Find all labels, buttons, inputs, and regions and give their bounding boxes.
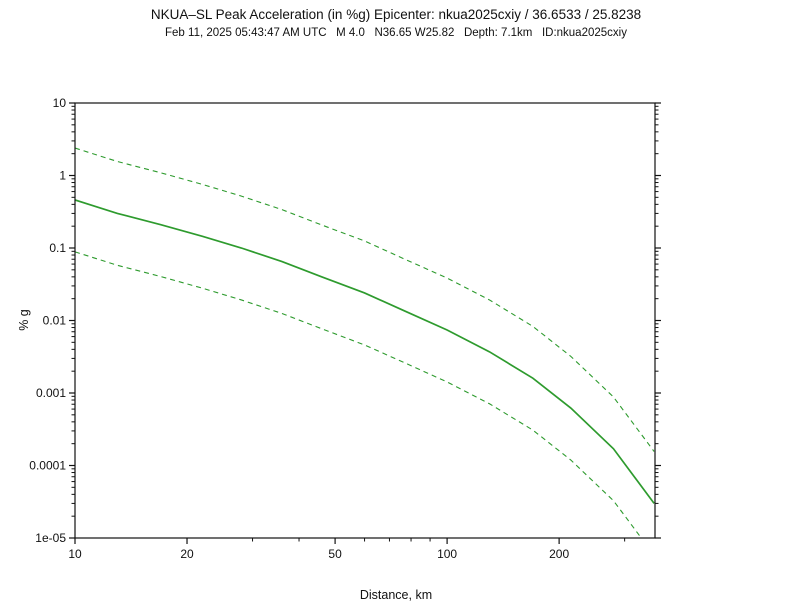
- plot-frame: [74, 102, 656, 539]
- curve-upper-bound: [75, 147, 655, 452]
- y-tick-label: 10: [53, 96, 67, 110]
- chart-title: NKUA–SL Peak Acceleration (in %g) Epicen…: [150, 7, 642, 22]
- x-tick-label: 100: [437, 547, 457, 561]
- x-tick-label: 200: [549, 547, 569, 561]
- curve-lower-bound: [75, 251, 642, 538]
- x-tick-label: 20: [180, 547, 194, 561]
- x-tick-label: 50: [328, 547, 342, 561]
- y-axis-label: % g: [17, 309, 31, 331]
- y-tick-label: 0.0001: [29, 459, 66, 473]
- y-tick-label: 0.001: [36, 386, 66, 400]
- x-axis-label: Distance, km: [359, 588, 433, 602]
- y-tick-label: 0.01: [43, 314, 67, 328]
- y-tick-label: 1e-05: [35, 531, 66, 545]
- x-tick-label: 10: [68, 547, 82, 561]
- y-tick-label: 0.1: [49, 241, 66, 255]
- curve-median-prediction: [75, 199, 655, 504]
- y-tick-label: 1: [59, 169, 66, 183]
- chart-subtitle: Feb 11, 2025 05:43:47 AM UTC M 4.0 N36.6…: [165, 27, 627, 39]
